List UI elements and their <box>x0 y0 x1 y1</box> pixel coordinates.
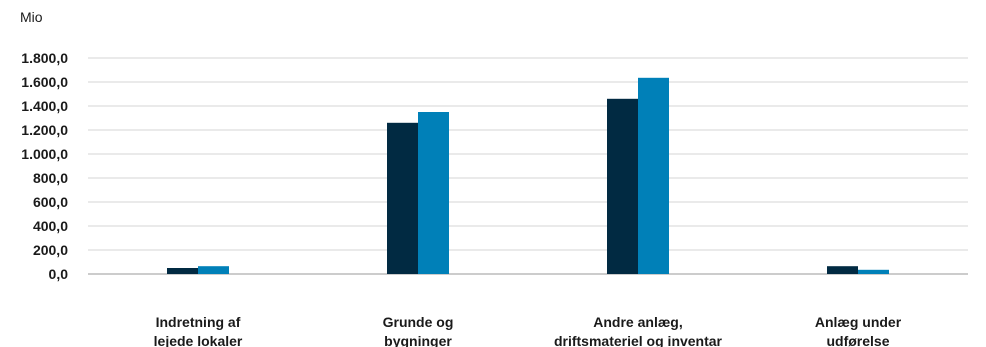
category-label: Grunde og bygninger <box>383 314 454 347</box>
y-tick-label: 0,0 <box>49 266 69 282</box>
bar-series-1-2 <box>387 122 418 274</box>
y-tick-label: 600,0 <box>33 194 68 210</box>
y-tick-label: 1.600,0 <box>21 74 68 90</box>
bar-series-1-1 <box>167 268 198 274</box>
y-tick-label: 1.000,0 <box>21 146 68 162</box>
y-tick-label: 400,0 <box>33 218 68 234</box>
bar-series-1-4 <box>827 266 858 274</box>
bar-series-2-1 <box>198 266 229 274</box>
bar-series-2-3 <box>638 77 669 274</box>
bar-series-1-3 <box>607 98 638 274</box>
y-tick-label: 200,0 <box>33 242 68 258</box>
y-axis-tick-labels: 0,0 200,0 400,0 600,0 800,0 1.000,0 1.200,0 1.4… <box>21 50 68 282</box>
gridlines <box>88 57 968 275</box>
y-tick-label: 1.200,0 <box>21 122 68 138</box>
y-tick-label: 1.800,0 <box>21 50 68 66</box>
y-tick-label: 1.400,0 <box>21 98 68 114</box>
x-axis-category-labels: Indretning af lejede lokaler Grunde og bygn… <box>154 314 902 347</box>
y-tick-label: 800,0 <box>33 170 68 186</box>
category-label: Indretning af lejede lokaler <box>154 314 243 347</box>
bar-series-2-4 <box>858 269 889 274</box>
category-label: Andre anlæg, driftsmateriel og inventar <box>554 314 723 347</box>
bars <box>167 77 889 274</box>
y-unit-label: Mio <box>20 9 43 25</box>
category-label: Anlæg under udførelse <box>815 314 902 347</box>
bar-series-2-2 <box>418 112 449 274</box>
